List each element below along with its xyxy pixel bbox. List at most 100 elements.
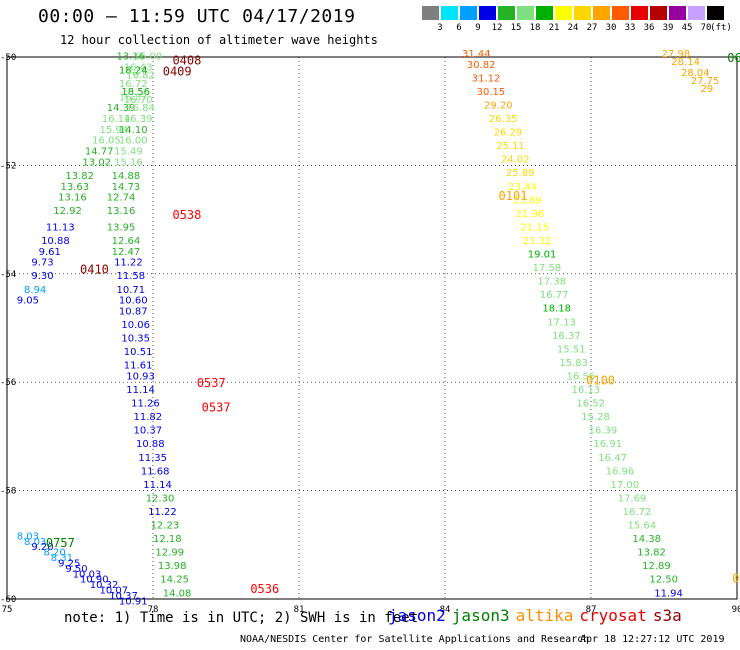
map-border	[6, 56, 738, 600]
swh-value: 16.43	[124, 63, 153, 74]
swh-value: 11.58	[117, 271, 146, 282]
swh-value: 19.01	[528, 250, 557, 261]
satellite-legend: jason2 jason3 altika cryosat s3a	[388, 606, 688, 625]
satellite-legend-entry: s3a	[652, 606, 682, 625]
swh-value: 8.03	[17, 531, 39, 542]
legend-swatch	[650, 6, 667, 20]
swh-value: 10.71	[117, 285, 146, 296]
swh-value: 16.91	[593, 439, 622, 450]
swh-value: 15.16	[114, 157, 143, 168]
legend-label: 27	[586, 23, 598, 33]
swh-value: 13.82	[637, 548, 666, 559]
pass-time-label: 0100	[586, 373, 615, 387]
swh-value: 30.15	[477, 87, 506, 98]
track-b: 8.038.039.208.208.319.259.5010.0310.9010…	[17, 531, 148, 607]
swh-value: 16.39	[589, 426, 618, 437]
swh-value: 17.00	[610, 480, 639, 491]
swh-value: 12.23	[151, 521, 180, 532]
legend-label: 30	[605, 23, 617, 33]
swh-value: 12.92	[53, 206, 82, 217]
swh-value: 27.98	[662, 49, 691, 60]
swh-value: 10.37	[109, 591, 138, 602]
swh-value: 10.87	[119, 306, 148, 317]
legend-swatch	[631, 6, 648, 20]
swh-value: 16.00	[134, 52, 163, 63]
swh-value: 9.30	[31, 271, 53, 282]
legend-unit: (ft)	[710, 23, 732, 33]
credit-line: NOAA/NESDIS Center for Satellite Applica…	[240, 634, 590, 645]
swh-value: 9.20	[31, 542, 53, 553]
swh-value: 12.30	[146, 493, 175, 504]
swh-value: 16.14	[102, 114, 131, 125]
pass-time-label: 0101	[499, 189, 528, 203]
satellite-legend-entry: jason2	[388, 606, 446, 625]
swh-value: 17.38	[537, 277, 566, 288]
swh-value: 11.82	[134, 412, 163, 423]
swh-value: 15.94	[99, 125, 128, 136]
swh-value: 16.82	[126, 71, 155, 82]
swh-value: 13.02	[82, 157, 111, 168]
swh-value: 10.37	[134, 426, 163, 437]
legend-label: 21	[548, 23, 560, 33]
swh-value: 15.51	[557, 344, 586, 355]
swh-value: 12.89	[642, 561, 671, 572]
legend-label: 33	[624, 23, 636, 33]
legend-label: 18	[529, 23, 541, 33]
y-tick-label: -56	[0, 378, 16, 388]
legend-label: 15	[510, 23, 522, 33]
legend-swatch	[460, 6, 477, 20]
swh-value: 25.89	[506, 168, 535, 179]
swh-value: 29	[701, 84, 714, 95]
swh-value: 10.60	[119, 296, 148, 307]
swh-value: 8.94	[24, 285, 46, 296]
legend-swatch	[555, 6, 572, 20]
satellite-legend-entry: cryosat	[579, 606, 647, 625]
swh-value: 27.75	[691, 76, 720, 87]
satellite-legend-entry: altika	[515, 606, 574, 625]
legend-label: 70	[700, 23, 712, 33]
map-title: 00:00 – 11:59 UTC 04/17/2019	[38, 6, 356, 27]
swh-value: 12.99	[155, 548, 184, 559]
swh-value: 11.14	[143, 480, 172, 491]
swh-value: 17.69	[618, 493, 647, 504]
swh-value: 9.05	[17, 296, 39, 307]
swh-value: 16.13	[572, 385, 601, 396]
swh-value: 12.74	[107, 193, 136, 204]
map-subtitle: 12 hour collection of altimeter wave hei…	[60, 33, 378, 47]
swh-value: 13.16	[117, 52, 146, 63]
swh-value: 12.18	[153, 534, 182, 545]
swh-value: 11.22	[148, 507, 177, 518]
swh-value: 14.77	[85, 147, 114, 158]
swh-value: 11.22	[114, 258, 143, 269]
swh-value: 16.70	[124, 95, 153, 106]
swh-value: 30.82	[467, 60, 496, 71]
legend-swatch	[688, 6, 705, 20]
swh-value: 21.15	[520, 222, 549, 233]
swh-value: 16.52	[576, 399, 605, 410]
swh-value: 14.38	[632, 534, 661, 545]
y-tick-label: -50	[0, 53, 16, 63]
swh-value: 28.04	[681, 68, 710, 79]
swh-value: 16.37	[552, 331, 581, 342]
swh-value: 24.02	[501, 155, 530, 166]
swh-value: 10.93	[126, 371, 155, 382]
swh-value: 13.63	[61, 182, 90, 193]
swh-value: 13.95	[107, 222, 136, 233]
legend-swatch	[669, 6, 686, 20]
pass-time-label: 0536	[250, 582, 279, 596]
swh-value: 13.82	[65, 171, 94, 182]
swh-value: 9.25	[58, 558, 80, 569]
swh-value: 8.31	[51, 553, 73, 564]
swh-value: 23.89	[513, 195, 542, 206]
swh-value: 18.56	[121, 87, 150, 98]
x-tick-label: 90	[732, 605, 740, 615]
swh-value: 14.08	[163, 588, 192, 599]
legend-swatch	[612, 6, 629, 20]
swh-value: 11.35	[138, 453, 167, 464]
altimeter-tracks: 13.1616.0016.4318.2416.8216.7218.5616.87…	[17, 49, 720, 607]
swh-value: 18.24	[119, 65, 148, 76]
swh-value: 18.18	[542, 304, 571, 315]
swh-value: 16.87	[119, 92, 148, 103]
